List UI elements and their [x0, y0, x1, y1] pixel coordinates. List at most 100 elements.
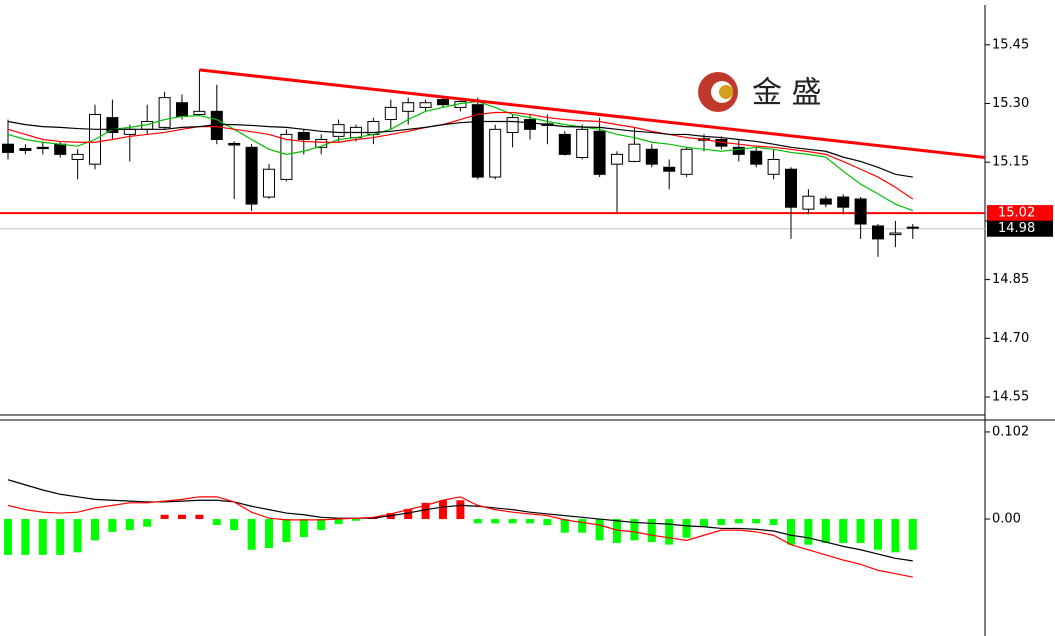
candle-body: [245, 146, 258, 205]
histogram-bar: [630, 519, 639, 541]
candle-body: [489, 128, 502, 178]
histogram-bar: [560, 519, 569, 533]
histogram-bar: [804, 519, 813, 545]
candle-body: [854, 198, 867, 225]
histogram-bar: [874, 519, 882, 550]
candle-body: [558, 133, 571, 155]
y-tick-label: 0.00: [992, 512, 1021, 527]
y-tick-label: 15.45: [992, 37, 1029, 52]
histogram-bar: [282, 519, 291, 543]
histogram-bar: [195, 514, 204, 520]
candle-body: [384, 106, 397, 121]
candle-body: [106, 117, 119, 133]
candle-body: [889, 232, 902, 236]
histogram-bar: [908, 519, 917, 550]
level-label: 14.98: [998, 221, 1035, 236]
y-tick-label: 15.15: [992, 155, 1029, 170]
logo-text: 金 盛: [752, 76, 822, 111]
y-tick-label: 14.70: [992, 331, 1029, 346]
candle-body: [2, 143, 14, 153]
histogram-bar: [613, 519, 621, 543]
histogram-bar: [752, 519, 761, 524]
histogram-bar: [821, 519, 830, 543]
candle-body: [193, 110, 206, 115]
y-tick-label: 0.102: [992, 424, 1029, 439]
histogram-bar: [578, 519, 587, 533]
y-tick-label: 14.55: [992, 389, 1029, 404]
candle-body: [872, 225, 884, 240]
indicator-line: [7, 120, 913, 178]
histogram-bar: [769, 519, 778, 526]
histogram-bar: [230, 519, 239, 531]
candle-body: [628, 143, 641, 162]
candle-body: [123, 128, 136, 135]
histogram-bar: [543, 519, 552, 526]
histogram-bar: [108, 519, 117, 532]
candle-body: [785, 168, 797, 208]
candle-body: [419, 102, 432, 108]
indicator-line: [7, 100, 914, 212]
indicator-line: [7, 111, 914, 200]
histogram-bar: [491, 519, 500, 524]
histogram-bar: [404, 508, 413, 520]
candle-body: [332, 124, 345, 137]
histogram-bar: [595, 519, 604, 541]
histogram-bar: [299, 519, 308, 537]
candle-body: [280, 133, 293, 180]
histogram-bar: [839, 519, 848, 543]
candle-body: [819, 198, 832, 205]
histogram-bar: [4, 519, 12, 555]
histogram-bar: [891, 519, 900, 553]
candles: [2, 69, 919, 257]
candle-body: [19, 148, 32, 151]
histogram-bar: [212, 519, 221, 526]
candle-body: [263, 168, 275, 198]
histogram-bar: [317, 519, 326, 531]
level-label: 15.02: [998, 206, 1035, 221]
histogram-bar: [265, 519, 273, 549]
histogram-bar: [56, 519, 65, 555]
histogram-bar: [125, 519, 134, 531]
candle-body: [906, 226, 919, 229]
candle-body: [506, 117, 519, 133]
histogram-bar: [334, 519, 343, 525]
histogram-bar: [508, 519, 517, 524]
y-tick-label: 15.30: [992, 96, 1029, 111]
candle-body: [71, 153, 84, 160]
candle-body: [297, 131, 310, 141]
histogram-bar: [682, 519, 691, 538]
logo: 金 盛: [698, 72, 822, 112]
candle-body: [158, 97, 171, 128]
candle-body: [750, 150, 763, 165]
y-tick-label: 14.85: [992, 272, 1029, 287]
candle-body: [645, 148, 658, 165]
candle-body: [36, 146, 49, 150]
candle-body: [732, 146, 745, 155]
histogram-bar: [247, 519, 256, 550]
candle-body: [54, 143, 67, 155]
candle-body: [663, 166, 676, 172]
histogram-bar: [91, 519, 99, 541]
histogram-bar: [21, 519, 30, 555]
candle-body: [576, 128, 589, 159]
histogram-bar: [665, 519, 674, 545]
histogram-bar: [734, 519, 743, 524]
candle-body: [611, 153, 623, 165]
histogram-bar: [421, 502, 430, 520]
candle-body: [802, 195, 815, 210]
level-label-box: [987, 220, 1053, 237]
histogram-bar: [647, 519, 656, 543]
histogram-bar: [160, 514, 169, 520]
logo-icon: [719, 85, 733, 99]
candle-body: [176, 102, 188, 117]
histogram-bar: [178, 514, 186, 520]
candle-body: [680, 148, 693, 175]
histogram-bar: [856, 519, 865, 543]
candle-body: [228, 142, 241, 146]
histogram-bar: [456, 500, 465, 520]
histogram-bar: [352, 519, 360, 521]
histogram-bar: [717, 519, 726, 526]
level-label-box: [987, 205, 1053, 222]
trend-line: [199, 68, 986, 159]
